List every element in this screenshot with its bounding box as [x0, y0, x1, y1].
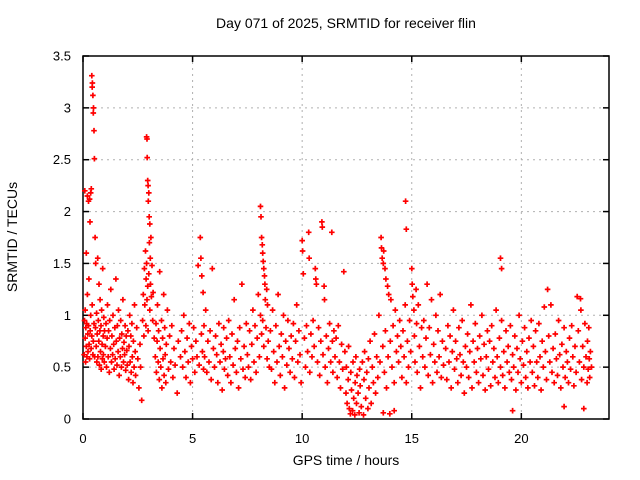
y-tick-label: 2.5	[53, 152, 71, 167]
x-tick-label: 20	[514, 431, 528, 446]
y-tick-label: 3	[64, 100, 71, 115]
y-tick-label: 0.5	[53, 360, 71, 375]
x-axis-label: GPS time / hours	[293, 452, 400, 468]
y-tick-label: 0	[64, 412, 71, 427]
x-tick-label: 5	[189, 431, 196, 446]
plot-border	[82, 55, 610, 420]
x-tick-label: 0	[79, 431, 86, 446]
data-points	[81, 72, 595, 418]
chart-title: Day 071 of 2025, SRMTID for receiver fli…	[216, 15, 476, 31]
y-tick-label: 3.5	[53, 49, 71, 64]
tick-labels: 0 0.5 1 1.5 2 2.5 3 3.5 0 5 10 15 20	[53, 49, 529, 447]
y-tick-label: 1	[64, 308, 71, 323]
x-tick-label: 10	[295, 431, 309, 446]
x-tick-label: 15	[405, 431, 419, 446]
y-axis-label: SRMTID / TECUs	[4, 182, 20, 292]
y-tick-label: 2	[64, 204, 71, 219]
y-tick-label: 1.5	[53, 256, 71, 271]
